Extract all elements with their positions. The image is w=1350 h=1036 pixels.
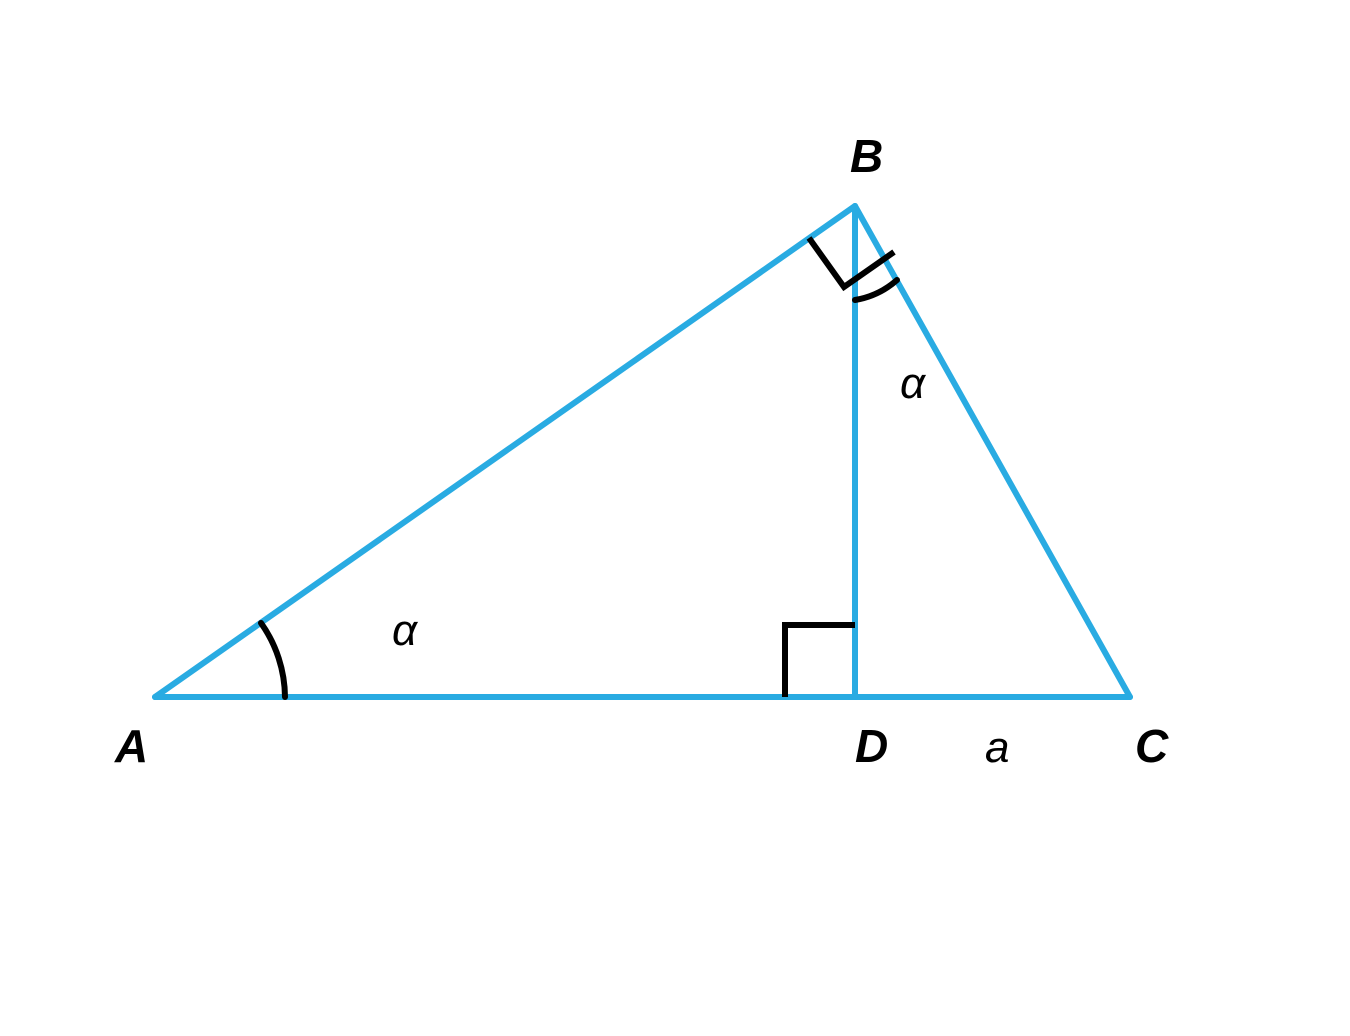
triangle-edges [155, 206, 1130, 697]
right-angle-D [785, 625, 855, 697]
vertex-label-A: A [114, 720, 148, 772]
angle-A [261, 623, 285, 697]
labels: α α A B C Da [114, 130, 1169, 772]
vertex-label-C: C [1135, 720, 1169, 772]
vertex-label-B: B [850, 130, 883, 182]
angle-marks [261, 238, 897, 697]
angle-DBC-label: α [900, 359, 927, 408]
angle-DBC [855, 280, 897, 300]
triangle-diagram: α α A B C Da [0, 0, 1350, 1036]
right-angle-B [809, 238, 894, 287]
angle-A-label: α [392, 606, 419, 655]
vertex-label-D: D [855, 720, 888, 772]
side-a-label: a [985, 723, 1009, 772]
